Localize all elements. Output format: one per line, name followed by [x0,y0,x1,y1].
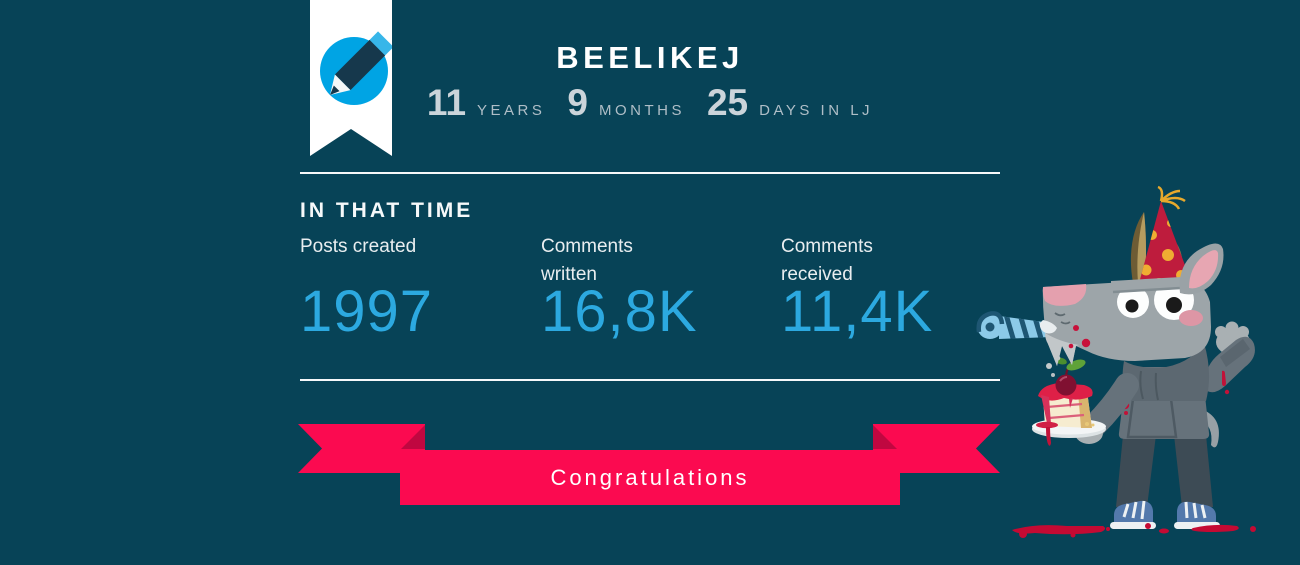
stat-value: 1997 [300,279,434,344]
username-title: BEELIKEJ [556,40,744,75]
years-unit: YEARS [477,102,546,119]
blood-splatter [1012,523,1256,538]
pencil-icon [320,31,392,105]
stat-label: Posts created [300,236,417,257]
bookmark-ribbon [310,0,392,156]
membership-duration: 11 YEARS 9 MONTHS 25 DAYS IN LJ [300,84,1000,122]
stat-posts-created: Posts created 1997 [300,233,541,358]
sneaker-left-icon [1110,500,1156,529]
duration-days: 25 DAYS IN LJ [707,84,873,122]
mascot-head [1039,243,1224,366]
mascot-frank-goat-illustration [976,185,1256,538]
congratulations-banner: Congratulations [298,424,1000,505]
stat-value: 11,4K [781,279,934,344]
divider-bottom [300,379,1000,381]
duration-years: 11 YEARS [427,84,545,122]
stat-comments-written: Comments written 16,8K [541,233,781,358]
stat-value: 16,8K [541,279,698,344]
waving-paw [1205,321,1255,395]
cake-plate [1032,357,1106,446]
congratulations-label: Congratulations [550,464,750,490]
stat-label: Comments written [541,236,633,285]
stats-row: Posts created 1997 Comments written 16,8… [300,233,1000,358]
days-unit: DAYS IN LJ [759,102,874,119]
sneaker-right-icon [1174,501,1220,529]
ribbon-tails [298,424,1000,473]
years-value: 11 [426,82,467,123]
section-heading: IN THAT TIME [300,199,474,222]
months-unit: MONTHS [598,102,685,119]
months-value: 9 [567,82,588,123]
duration-months: 9 MONTHS [567,84,685,122]
divider-top [300,172,1000,174]
days-value: 25 [706,82,749,123]
stat-comments-received: Comments received 11,4K [781,233,1000,358]
stat-label: Comments received [781,236,873,285]
ribbon-band: Congratulations [400,450,900,505]
